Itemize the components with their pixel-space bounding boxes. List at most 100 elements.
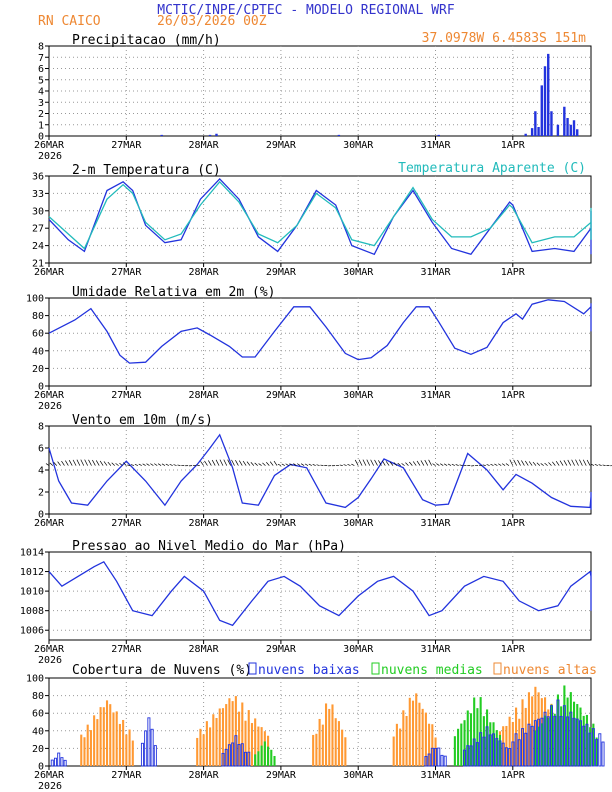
cloud-bar-nuvens-altas [102, 707, 105, 766]
cloud-bar-nuvens-baixas [585, 723, 589, 767]
wind-barb [347, 463, 351, 466]
pressure-series-line-1 [48, 560, 592, 627]
cloud-bar-nuvens-baixas [591, 728, 595, 767]
wind-yticks: 0 2 4 6 8 [38, 422, 49, 521]
cloud-bar-nuvens-altas [337, 721, 340, 766]
cloud-bar-nuvens-baixas [492, 733, 496, 767]
temp-xticks: 26MAR 27MAR 28MAR 29MAR 30MAR 31MAR 1APR [34, 263, 526, 278]
wind-barb [544, 462, 548, 466]
cloud-bar-nuvens-altas [431, 724, 434, 766]
cloud-bar-nuvens-baixas [527, 723, 531, 767]
cloud-bar-nuvens-medias [585, 714, 588, 766]
cloud-bar-nuvens-medias [486, 709, 489, 766]
clouds-ytick-label: 100 [26, 674, 44, 685]
clouds-panel-title: Cobertura de Nuvens (%) [72, 663, 252, 678]
temp-xtick-label: 30MAR [343, 267, 374, 278]
legend-mid-box [371, 662, 380, 675]
precip-bar [556, 124, 560, 136]
cloud-bar-nuvens-altas [415, 693, 418, 766]
wind-barb [575, 459, 579, 466]
wind-barb [84, 459, 88, 466]
precip-ytick-label: 7 [38, 53, 44, 64]
wind-barb [57, 461, 61, 466]
precip-bar [543, 66, 547, 136]
cloud-bar-nuvens-medias [579, 707, 582, 766]
cloud-bar-nuvens-baixas [572, 717, 576, 767]
wind-barb [451, 463, 455, 466]
wind-barb [505, 463, 510, 466]
wind-grid [49, 426, 591, 514]
cloud-bar-nuvens-baixas [153, 745, 157, 767]
cloud-bar-nuvens-baixas [543, 711, 547, 767]
cloud-bar-nuvens-altas [209, 727, 212, 766]
cloud-bar-nuvens-altas [118, 723, 121, 766]
panel-wind: 0 2 4 6 8 26MAR 27MAR 28MAR 29MAR 30MAR 31MAR 1APR… [34, 413, 612, 529]
cloud-bar-nuvens-altas [334, 718, 337, 766]
wind-barb [215, 459, 220, 466]
wind-barb [370, 459, 374, 466]
cloud-bar-nuvens-altas [502, 726, 505, 766]
cloud-bar-nuvens-baixas [514, 733, 518, 767]
cloud-bar-nuvens-baixas [504, 747, 508, 767]
wind-barb [432, 463, 436, 466]
humidity-ytick-label: 60 [32, 329, 44, 340]
cloud-bar-nuvens-medias [550, 704, 553, 766]
cloud-bar-nuvens-medias [563, 685, 566, 766]
cloud-bar-nuvens-medias [457, 728, 460, 766]
cloud-bar-nuvens-baixas [508, 748, 512, 767]
cloud-bar-nuvens-baixas [63, 759, 67, 767]
wind-barb [540, 463, 544, 466]
wind-barb [428, 459, 432, 466]
cloud-bar-nuvens-baixas [479, 732, 483, 767]
clouds-xtick-label: 1APR [501, 770, 526, 781]
clouds-year-label: 2026 [38, 781, 62, 792]
precip-bars [160, 53, 579, 136]
panel-pressure: 1006 1008 1010 1012 1014 26MAR 27MAR 28MAR 29MA… [20, 539, 592, 666]
precip-ytick-label: 0 [38, 132, 44, 143]
cloud-bar-nuvens-baixas [466, 745, 470, 767]
wind-barb [412, 461, 417, 466]
wind-barb [99, 460, 104, 466]
cloud-bar-nuvens-medias [537, 726, 540, 766]
wind-barb [123, 462, 127, 466]
wind-barb [459, 464, 463, 466]
cloud-bar-nuvens-baixas [556, 699, 560, 767]
pressure-year-label: 2026 [38, 655, 62, 666]
wind-barb [590, 463, 595, 466]
precip-ytick-label: 8 [38, 42, 44, 53]
cloud-bar-nuvens-medias [534, 730, 537, 766]
cloud-bar-nuvens-altas [202, 734, 205, 766]
cloud-bar-nuvens-baixas [224, 748, 228, 767]
temp-xtick-label: 1APR [501, 267, 526, 278]
wind-barb [200, 461, 204, 466]
cloud-bar-nuvens-baixas [537, 718, 541, 767]
wind-ytick-label: 2 [38, 488, 44, 499]
cloud-bar-nuvens-medias [273, 755, 276, 766]
wind-barb [92, 459, 96, 466]
wind-barb [165, 463, 169, 466]
cloud-bar-nuvens-altas [196, 737, 199, 766]
wind-barb [416, 460, 421, 466]
cloud-bar-nuvens-altas [527, 692, 531, 766]
cloud-bar-nuvens-baixas [485, 726, 489, 767]
cloud-bar-nuvens-medias [469, 713, 473, 766]
wind-barb [130, 464, 135, 466]
clouds-yticks: 0 20 40 60 80 100 [26, 674, 49, 773]
wind-barb [273, 460, 278, 466]
wind-barb [297, 463, 301, 466]
cloud-bar-nuvens-altas [424, 712, 427, 766]
cloud-bar-nuvens-medias [270, 749, 273, 766]
wind-barb [567, 459, 572, 466]
cloud-bar-nuvens-baixas [546, 716, 550, 767]
cloud-bar-nuvens-baixas [140, 742, 144, 767]
temp-legend-apparent: Temperatura Aparente (C) [398, 161, 586, 176]
cloud-bar-nuvens-baixas [588, 732, 592, 767]
wind-barb [61, 460, 65, 466]
cloud-bar-nuvens-baixas [578, 720, 582, 767]
cloud-bar-nuvens-altas [131, 740, 134, 766]
cloud-bar-nuvens-altas [341, 729, 344, 766]
wind-barb [517, 459, 521, 466]
cloud-bar-nuvens-altas [122, 719, 125, 766]
cloud-bar-nuvens-baixas [601, 741, 605, 767]
